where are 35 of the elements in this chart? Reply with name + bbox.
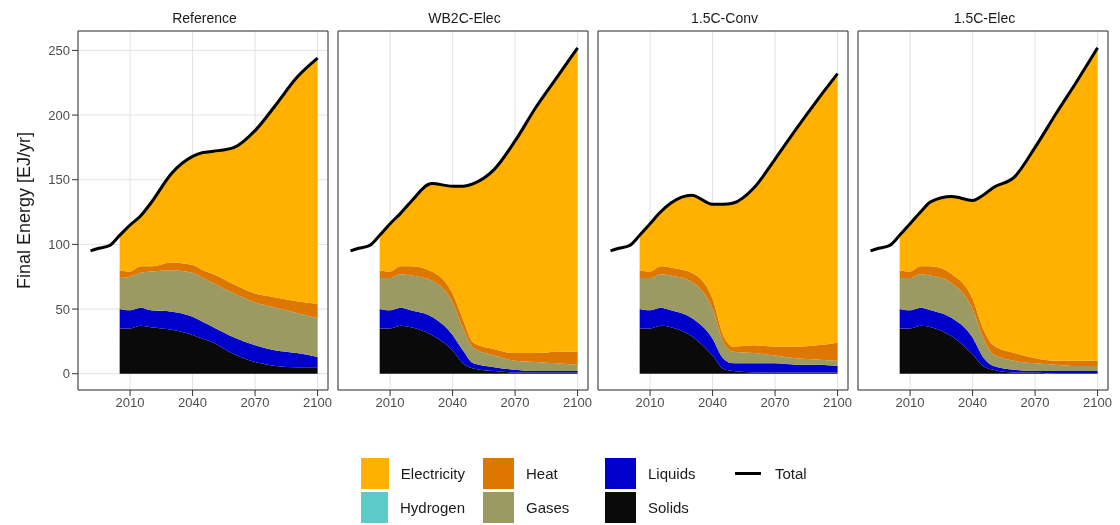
- chart-title: Reference: [171, 10, 238, 26]
- legend-label: Heat: [526, 464, 558, 482]
- legend-label: Hydrogen: [399, 498, 465, 516]
- y-tick-label: 150: [48, 172, 70, 188]
- chart-title: 1.5C-Conv: [690, 10, 759, 26]
- x-tick-label: 2040: [698, 395, 728, 411]
- chart-title: WB2C-Elec: [427, 10, 502, 26]
- x-tick-label: 2070: [1020, 395, 1050, 411]
- x-tick-label: 2100: [823, 395, 853, 411]
- line-series: [89, 56, 320, 253]
- y-tick-label: 250: [48, 43, 70, 59]
- legend-label: Gases: [526, 498, 570, 516]
- y-axis-title: Final Energy [EJ/yr]: [14, 131, 35, 290]
- x-tick-label: 2070: [240, 395, 270, 411]
- x-tick-label: 2070: [500, 395, 530, 411]
- legend-label: Liquids: [648, 464, 696, 482]
- legend-label: Electricity: [400, 464, 465, 482]
- y-tick-label: 100: [48, 237, 70, 252]
- legend-label: Solids: [648, 498, 689, 516]
- x-tick-label: 2010: [635, 395, 665, 411]
- x-tick-label: 2010: [375, 395, 405, 411]
- x-tick-label: 2100: [1083, 395, 1113, 411]
- x-tick-label: 2070: [760, 395, 790, 411]
- y-tick-label: 200: [48, 107, 70, 123]
- x-tick-label: 2010: [895, 395, 925, 411]
- chart-title: 1.5C-Elec: [952, 10, 1017, 26]
- x-tick-label: 2040: [178, 395, 208, 411]
- y-tick-label: 50: [55, 301, 70, 317]
- legend-label: Total: [775, 464, 807, 482]
- x-tick-label: 2040: [958, 395, 988, 411]
- y-tick-label: 0: [62, 366, 70, 382]
- x-tick-label: 2010: [115, 395, 145, 411]
- x-tick-label: 2100: [563, 395, 593, 411]
- x-tick-label: 2100: [303, 395, 333, 411]
- x-tick-label: 2040: [438, 395, 468, 411]
